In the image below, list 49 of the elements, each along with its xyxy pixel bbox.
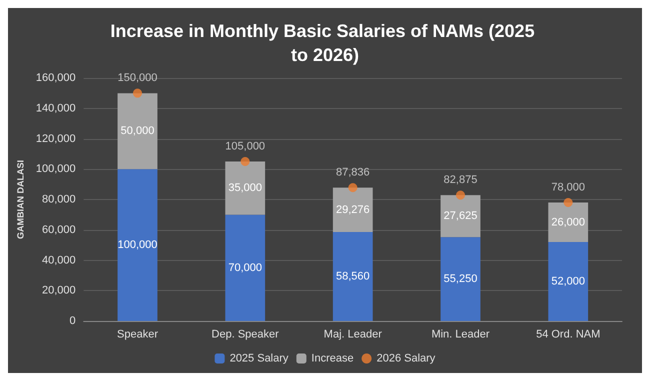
bar <box>440 237 480 321</box>
y-tick-label: 40,000 <box>42 254 76 266</box>
data-label: 55,250 <box>444 273 478 286</box>
x-tick-label: Maj. Leader <box>324 328 382 340</box>
point <box>348 183 358 192</box>
x-tick-label: Dep. Speaker <box>212 328 280 340</box>
data-label: 105,000 <box>225 140 266 153</box>
y-axis-title: GAMBIAN DALASI <box>16 160 26 239</box>
data-label: 29,276 <box>336 204 370 216</box>
data-label: 100,000 <box>118 239 158 252</box>
y-tick-label: 80,000 <box>42 194 76 206</box>
y-tick-label: 160,000 <box>36 72 76 84</box>
data-label: 87,836 <box>336 166 370 179</box>
bar <box>118 93 158 170</box>
bar <box>332 188 373 232</box>
point <box>133 88 142 98</box>
point <box>564 198 573 208</box>
chart-title: Increase in Monthly Basic Salaries of NAMs (2025 to 2026) <box>110 21 540 65</box>
legend-label: 2026 Salary <box>376 352 436 364</box>
bar <box>548 242 588 321</box>
data-label: 70,000 <box>228 262 262 274</box>
data-label: 35,000 <box>228 182 262 194</box>
y-tick-label: 100,000 <box>36 163 76 176</box>
data-label: 78,000 <box>551 182 585 194</box>
bar <box>548 202 588 242</box>
data-label: 50,000 <box>120 125 154 138</box>
bar <box>225 162 266 215</box>
y-tick-label: 140,000 <box>36 102 76 114</box>
data-label: 52,000 <box>551 276 585 288</box>
point <box>240 157 250 166</box>
x-tick-label: 54 Ord. NAM <box>536 328 600 340</box>
bar <box>440 195 480 238</box>
y-tick-label: 0 <box>70 315 76 327</box>
x-tick-label: Min. Leader <box>431 328 490 340</box>
bar <box>225 214 266 321</box>
point <box>456 190 465 200</box>
legend-label: 2025 Salary <box>230 352 289 364</box>
data-label: 26,000 <box>551 216 585 228</box>
bar <box>118 169 158 321</box>
data-label: 82,875 <box>444 174 478 186</box>
y-tick-label: 20,000 <box>42 284 76 297</box>
y-tick-label: 60,000 <box>42 224 76 236</box>
data-label: 27,625 <box>444 210 478 222</box>
legend-label: Increase <box>311 352 354 364</box>
data-label: 58,560 <box>336 270 370 283</box>
data-label: 150,000 <box>118 72 158 84</box>
x-tick-label: Speaker <box>117 328 158 340</box>
bar <box>332 232 373 321</box>
y-tick-label: 120,000 <box>36 132 76 145</box>
